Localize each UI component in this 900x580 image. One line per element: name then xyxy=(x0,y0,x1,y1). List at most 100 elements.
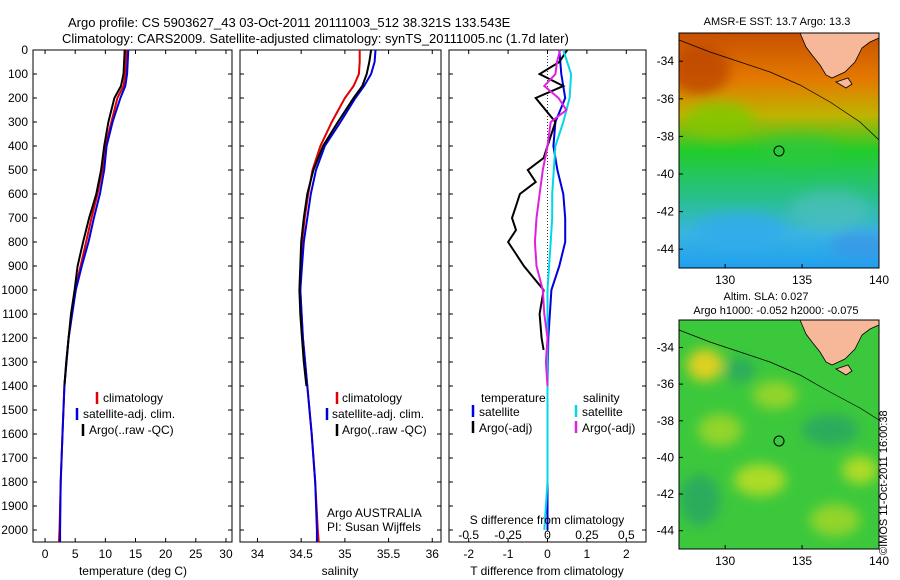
difference-x-tick-label: 1 xyxy=(584,547,591,561)
legend-title: temperature xyxy=(481,391,546,405)
sst-map-y-tick-label: -42 xyxy=(657,205,675,219)
temperature-x-tick-label: 5 xyxy=(72,547,79,561)
sst-map-texture xyxy=(679,45,879,259)
difference-x-tick-label: -1 xyxy=(503,547,514,561)
salinity-x-tick-label: 34 xyxy=(251,547,265,561)
sla-map-island xyxy=(835,364,853,376)
sst-map-argo-marker xyxy=(773,145,785,157)
salinity-panel-frame xyxy=(239,49,442,543)
salinity-xlabel: salinity xyxy=(322,564,359,578)
sst-map-x-tick-label: 135 xyxy=(792,273,812,287)
difference-series-s-argo xyxy=(533,49,568,387)
depth-tick-label: 1100 xyxy=(2,307,28,321)
depth-tick-label: 1500 xyxy=(1,403,28,417)
sst-map-y-tick-label: -44 xyxy=(657,242,675,256)
sst-map-frame xyxy=(678,32,880,269)
difference-x-tick-label: 0 xyxy=(544,547,551,561)
salinity-annotation-line2: PI: Susan Wijffels xyxy=(327,520,421,534)
sla-map-title: Altim. SLA: 0.027 xyxy=(724,291,809,303)
salinity-series-argo xyxy=(298,49,373,387)
legend-label: climatology xyxy=(342,391,402,405)
salinity-annotation-line1: Argo AUSTRALIA xyxy=(327,506,422,520)
salinity-legend: climatology satellite-adj. clim. Argo(..… xyxy=(325,391,427,534)
sst-map-y-tick-label: -34 xyxy=(657,54,675,68)
depth-tick-label: 2000 xyxy=(1,523,28,537)
temperature-series-climatology xyxy=(57,49,128,543)
sst-map xyxy=(678,32,880,269)
difference-x-tick-label: -2 xyxy=(463,547,474,561)
depth-tick-label: 900 xyxy=(8,259,28,273)
credit-stamp: ©IMOS 11-Oct-2011 16:00:38 xyxy=(878,410,890,555)
difference-s-tick-label: 0.25 xyxy=(575,528,599,542)
legend-label: Argo(-adj) xyxy=(479,421,532,435)
sst-map-y-tick-label: -40 xyxy=(657,167,675,181)
sla-map-frame xyxy=(678,319,880,550)
legend-label: Argo(..raw -QC) xyxy=(89,423,174,437)
depth-tick-label: 800 xyxy=(8,235,28,249)
difference-s-tick-label: -0.5 xyxy=(458,528,479,542)
salinity-series-climatology xyxy=(299,50,361,543)
sla-map-y-tick-label: -44 xyxy=(657,524,675,538)
depth-tick-label: 1200 xyxy=(1,331,28,345)
chart-marks: 0 5 10 15 20 25 30 34 34.5 35 35.5 36 -2 -1 0 1 2 -0.5 -0.… xyxy=(33,49,889,568)
difference-s-tick-label: 0 xyxy=(544,528,551,542)
difference-s-tick-label: 0.5 xyxy=(618,528,635,542)
legend-label: Argo(-adj) xyxy=(582,421,635,435)
t-difference-xlabel: T difference from climatology xyxy=(470,564,624,578)
sst-map-contour xyxy=(678,39,880,141)
depth-tick-label: 0 xyxy=(21,43,28,57)
depth-tick-label: 200 xyxy=(8,91,28,105)
legend-label: satellite-adj. clim. xyxy=(332,407,424,421)
depth-tick-label: 400 xyxy=(8,139,28,153)
s-difference-xlabel: S difference from climatology xyxy=(470,513,625,527)
sla-map-y-tick-label: -38 xyxy=(657,414,675,428)
sla-map-x-tick-label: 130 xyxy=(715,554,735,568)
depth-tick-label: 700 xyxy=(8,211,28,225)
temperature-panel-frame xyxy=(32,49,233,543)
temperature-xlabel: temperature (deg C) xyxy=(79,564,187,578)
difference-series-s-satellite xyxy=(543,49,573,531)
difference-legend: temperature satellite Argo(-adj) salinit… xyxy=(471,391,635,435)
sla-map-y-tick-label: -42 xyxy=(657,487,675,501)
temperature-x-tick-label: 20 xyxy=(159,547,173,561)
depth-tick-label: 1300 xyxy=(1,355,28,369)
sla-map-argo-marker xyxy=(773,435,785,447)
temperature-x-tick-label: 0 xyxy=(42,547,49,561)
depth-tick-label: 1400 xyxy=(1,379,28,393)
depth-tick-label: 1900 xyxy=(1,499,28,513)
depth-tick-label: 1800 xyxy=(1,475,28,489)
depth-tick-label: 600 xyxy=(8,187,28,201)
temperature-x-tick-label: 25 xyxy=(189,547,203,561)
difference-series-t-argo xyxy=(506,49,569,351)
difference-x-tick-label: 2 xyxy=(623,547,630,561)
salinity-series-satellite xyxy=(299,49,377,542)
sla-map-subtitle: Argo h1000: -0.052 h2000: -0.075 xyxy=(693,305,858,317)
sst-map-title: AMSR-E SST: 13.7 Argo: 13.3 xyxy=(704,16,851,28)
sst-map-x-tick-label: 140 xyxy=(869,273,889,287)
sst-map-x-tick-label: 130 xyxy=(715,273,735,287)
salinity-x-tick-label: 35 xyxy=(338,547,352,561)
legend-label: Argo(..raw -QC) xyxy=(342,423,427,437)
depth-tick-label: 500 xyxy=(8,163,28,177)
salinity-x-tick-label: 36 xyxy=(426,547,440,561)
depth-tick-label: 1600 xyxy=(1,427,28,441)
legend-label: satellite-adj. clim. xyxy=(83,407,175,421)
depth-tick-label: 1700 xyxy=(1,451,28,465)
sla-map-x-tick-label: 135 xyxy=(792,554,812,568)
sla-map-texture xyxy=(680,349,878,536)
sla-map xyxy=(678,319,880,550)
temperature-x-tick-label: 30 xyxy=(219,547,233,561)
salinity-x-tick-label: 34.5 xyxy=(289,547,313,561)
legend-title: salinity xyxy=(583,391,620,405)
temperature-legend: climatology satellite-adj. clim. Argo(..… xyxy=(75,391,175,437)
sst-map-y-tick-label: -38 xyxy=(657,129,675,143)
sst-map-island xyxy=(835,77,853,89)
depth-tick-label: 300 xyxy=(8,115,28,129)
sla-map-contour xyxy=(678,329,880,421)
legend-label: climatology xyxy=(103,391,163,405)
sla-map-x-tick-label: 140 xyxy=(869,554,889,568)
temperature-x-tick-label: 15 xyxy=(129,547,143,561)
sla-map-y-tick-label: -34 xyxy=(657,340,675,354)
depth-tick-label: 100 xyxy=(8,67,28,81)
